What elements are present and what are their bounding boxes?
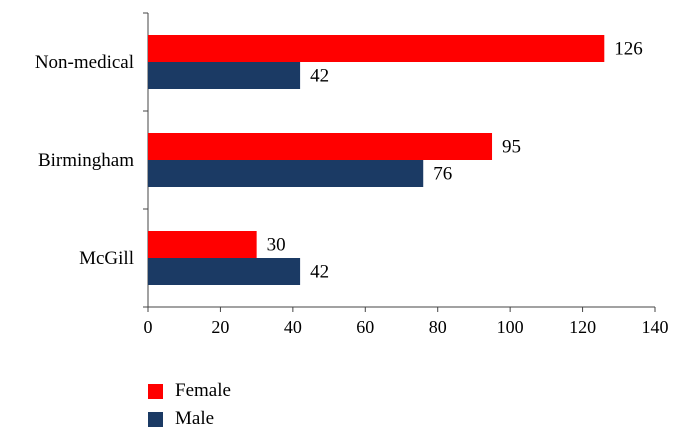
bar-male xyxy=(148,160,424,187)
data-label: 76 xyxy=(433,164,452,185)
x-tick-label: 100 xyxy=(497,317,524,337)
labels: 0 20 40 60 80 100 120 140 Non-medical 126 42 Birmin… xyxy=(35,39,669,338)
x-tick-label: 120 xyxy=(569,317,596,337)
x-tick-label: 40 xyxy=(284,317,302,337)
x-tick-label: 140 xyxy=(642,317,669,337)
bar-female xyxy=(148,133,493,160)
legend-label-male: Male xyxy=(175,408,215,429)
x-tick-label: 60 xyxy=(356,317,374,337)
bar-female xyxy=(148,231,257,258)
bar-male xyxy=(148,62,301,89)
bar-female xyxy=(148,35,605,62)
category-label: Birmingham xyxy=(38,150,134,171)
legend-item-female: Female xyxy=(148,377,231,405)
data-label: 42 xyxy=(310,66,329,87)
x-tick-label: 0 xyxy=(144,317,153,337)
bar-male xyxy=(148,258,301,285)
data-label: 95 xyxy=(502,137,521,158)
legend-swatch-female xyxy=(148,383,163,399)
data-label: 126 xyxy=(614,39,643,60)
x-tick-label: 20 xyxy=(211,317,229,337)
legend-label-female: Female xyxy=(175,380,231,401)
legend: Female Male xyxy=(148,377,231,433)
bars xyxy=(148,35,605,285)
legend-swatch-male xyxy=(148,411,163,427)
category-label: Non-medical xyxy=(35,52,134,73)
x-tick-label: 80 xyxy=(429,317,447,337)
category-label: McGill xyxy=(79,248,134,269)
data-label: 42 xyxy=(310,262,329,283)
data-label: 30 xyxy=(267,235,286,256)
legend-item-male: Male xyxy=(148,405,231,433)
